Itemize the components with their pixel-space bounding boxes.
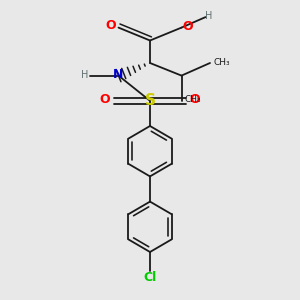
Text: O: O	[106, 19, 116, 32]
Text: O: O	[100, 93, 110, 106]
Text: O: O	[183, 20, 194, 33]
Text: CH₃: CH₃	[213, 58, 230, 67]
Text: H: H	[81, 70, 88, 80]
Text: S: S	[145, 93, 155, 108]
Text: CH₃: CH₃	[184, 95, 201, 104]
Text: H: H	[206, 11, 213, 21]
Text: Cl: Cl	[143, 271, 157, 284]
Text: O: O	[190, 93, 200, 106]
Text: N: N	[113, 68, 124, 81]
